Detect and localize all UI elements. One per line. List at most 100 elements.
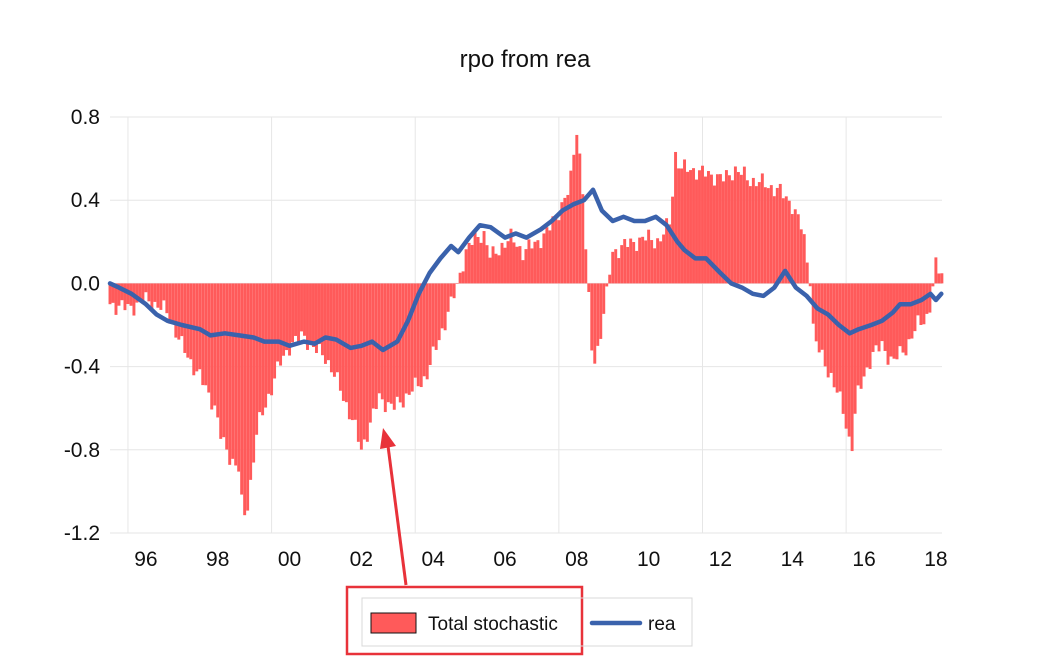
bar-total-stochastic (189, 283, 193, 360)
bar-total-stochastic (150, 283, 154, 312)
bar-total-stochastic (500, 242, 504, 284)
bar-total-stochastic (730, 180, 734, 284)
bar-total-stochastic (123, 283, 127, 311)
bar-total-stochastic (201, 283, 205, 386)
bar-total-stochastic (871, 283, 875, 352)
bar-total-stochastic (596, 283, 600, 346)
bar-total-stochastic (186, 283, 190, 358)
bar-total-stochastic (796, 214, 800, 284)
bar-total-stochastic (255, 283, 259, 435)
bar-total-stochastic (724, 170, 728, 284)
bar-total-stochastic (620, 245, 624, 284)
bar-total-stochastic (165, 283, 169, 314)
bar-total-stochastic (611, 251, 615, 284)
bar-total-stochastic (294, 283, 297, 336)
bar-total-stochastic (904, 283, 908, 356)
bar-total-stochastic (335, 283, 339, 373)
bar-total-stochastic (742, 166, 746, 284)
bar-total-stochastic (656, 238, 660, 284)
bar-total-stochastic (407, 283, 411, 395)
bar-total-stochastic (276, 283, 280, 362)
bar-total-stochastic (258, 283, 262, 413)
bar-total-stochastic (721, 181, 725, 284)
bar-total-stochastic (680, 168, 684, 284)
bar-total-stochastic (653, 248, 657, 284)
bar-total-stochastic (808, 283, 812, 287)
bar-total-stochastic (826, 283, 830, 378)
bar-total-stochastic (431, 283, 435, 347)
bar-total-stochastic (712, 185, 716, 284)
bar-total-stochastic (368, 283, 372, 423)
bar-total-stochastic (413, 283, 417, 378)
bar-total-stochastic (482, 231, 486, 284)
bar-total-stochastic (455, 283, 459, 284)
bar-total-stochastic (171, 283, 175, 323)
bar-total-stochastic (410, 283, 414, 392)
bar-total-stochastic (748, 186, 752, 284)
bar-total-stochastic (231, 283, 235, 459)
bar-total-stochastic (919, 283, 923, 325)
bar-total-stochastic (449, 283, 453, 297)
bar-total-stochastic (677, 168, 681, 284)
bar-total-stochastic (174, 283, 178, 338)
bar-total-stochastic (452, 283, 456, 299)
bar-total-stochastic (877, 283, 881, 352)
bar-total-stochastic (844, 283, 848, 429)
bar-total-stochastic (249, 283, 253, 480)
bar-total-stochastic (320, 283, 324, 356)
chart-title: rpo from rea (460, 46, 591, 73)
bar-total-stochastic (309, 283, 312, 343)
bar-total-stochastic (739, 174, 743, 284)
bar-total-stochastic (829, 283, 833, 373)
bar-total-stochastic (698, 170, 701, 284)
bar-total-stochastic (530, 248, 534, 284)
bar-total-stochastic (398, 283, 402, 403)
bar-total-stochastic (446, 283, 450, 312)
bar-total-stochastic (443, 283, 447, 331)
y-tick-label: -0.8 (64, 439, 100, 462)
x-tick-label: 18 (924, 548, 947, 571)
x-tick-label: 10 (637, 548, 660, 571)
bar-total-stochastic (901, 283, 905, 353)
bar-total-stochastic (715, 174, 719, 284)
bar-total-stochastic (704, 176, 707, 284)
bar-total-stochastic (485, 245, 489, 284)
bar-total-stochastic (710, 174, 713, 284)
bar-total-stochastic (338, 283, 342, 391)
bar-total-stochastic (674, 151, 678, 284)
bar-total-stochastic (733, 166, 737, 284)
bar-total-stochastic (551, 216, 555, 284)
bar-total-stochastic (180, 283, 184, 337)
bar-total-stochastic (766, 188, 770, 284)
axis-ticks: 0.8 0.4 0.0 -0.4 -0.8 -1.2 96 98 00 02 04 06 08 10 12 1… (64, 106, 948, 571)
bar-total-stochastic (147, 283, 151, 302)
bar-total-stochastic (515, 246, 519, 284)
bar-total-stochastic (198, 283, 202, 370)
bar-total-stochastic (853, 283, 857, 414)
bar-total-stochastic (437, 283, 441, 341)
bar-series-total-stochastic (108, 134, 944, 516)
bar-total-stochastic (344, 283, 348, 403)
bar-total-stochastic (602, 283, 606, 314)
bar-total-stochastic (548, 230, 552, 284)
bar-total-stochastic (117, 283, 121, 306)
bar-total-stochastic (557, 220, 561, 284)
bar-total-stochastic (533, 241, 537, 284)
bar-total-stochastic (177, 283, 181, 340)
bar-total-stochastic (168, 283, 172, 324)
bar-total-stochastic (138, 283, 142, 300)
bar-total-stochastic (617, 258, 621, 284)
bar-total-stochastic (264, 283, 268, 408)
bar-total-stochastic (347, 283, 351, 420)
bar-total-stochastic (590, 283, 594, 351)
bar-total-stochastic (210, 283, 214, 410)
bar-total-stochastic (303, 283, 306, 336)
bar-total-stochastic (111, 283, 115, 303)
bar-total-stochastic (318, 283, 321, 345)
bar-total-stochastic (683, 159, 687, 284)
bar-total-stochastic (817, 283, 821, 353)
bar-total-stochastic (365, 283, 369, 442)
bar-total-stochastic (326, 283, 330, 361)
bar-total-stochastic (353, 283, 357, 420)
bar-total-stochastic (862, 283, 866, 377)
